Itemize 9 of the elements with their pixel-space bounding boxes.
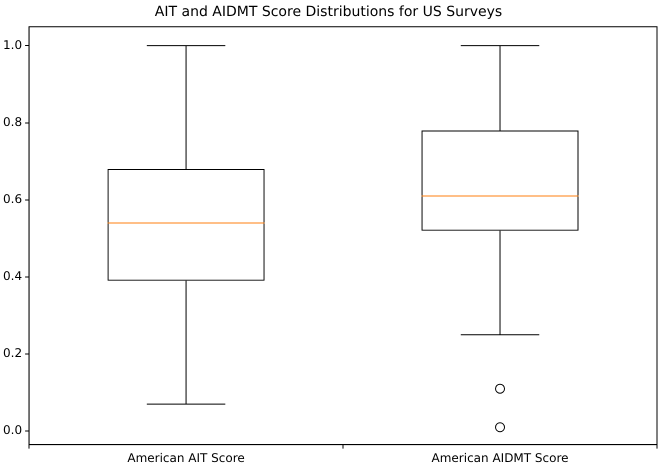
chart-title: AIT and AIDMT Score Distributions for US Surveys (154, 4, 502, 20)
y-tick-label: 0.2 (2, 346, 22, 360)
y-tick-label: 0.4 (2, 269, 22, 284)
y-tick-label: 0.8 (2, 114, 22, 129)
y-tick-label: 1.0 (2, 38, 22, 52)
x-tick-label: American AIT Score (127, 450, 245, 465)
x-tick-label: American AIDMT Score (432, 450, 569, 465)
y-tick-label: 0.0 (2, 423, 22, 438)
y-tick-label: 0.6 (2, 192, 22, 206)
